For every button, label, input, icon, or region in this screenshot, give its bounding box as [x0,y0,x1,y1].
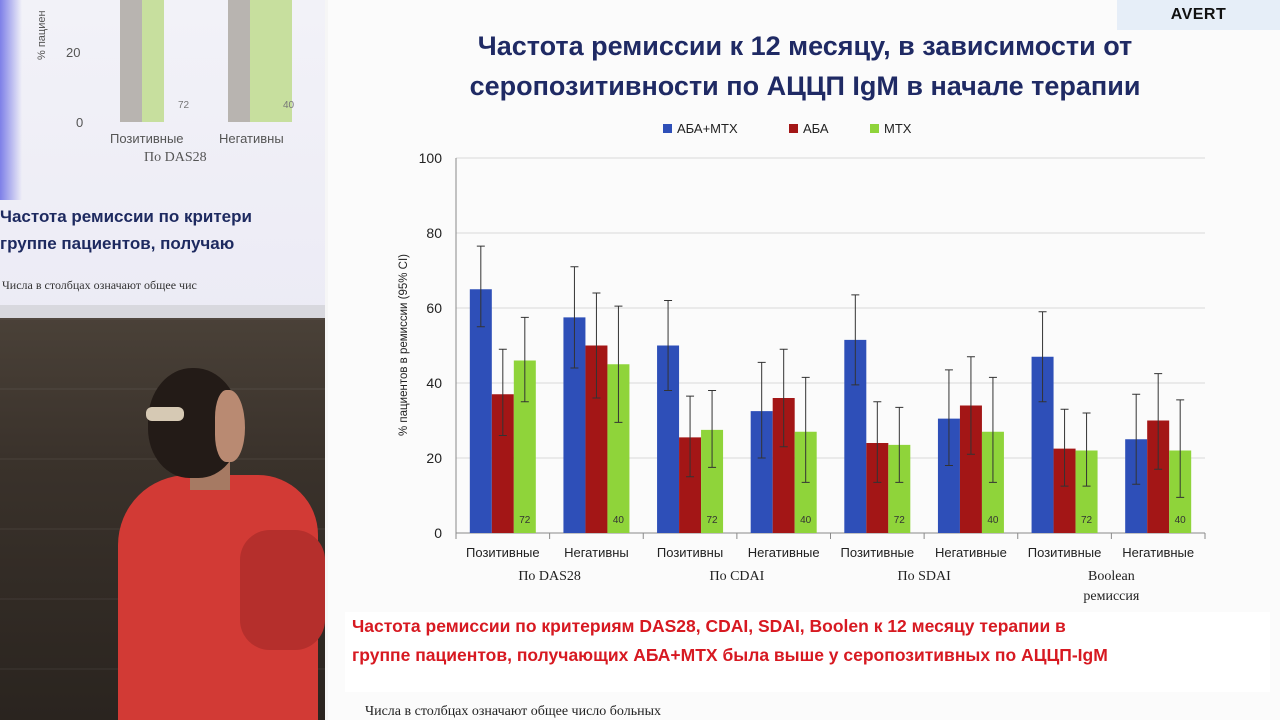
bar-count-label: 40 [987,515,999,526]
screen-bar [228,0,250,122]
group-label: Boolean [1088,569,1135,584]
slide-title-line: Частота ремиссии к 12 месяцу, в зависимо… [477,31,1133,61]
screen-tick: 0 [76,115,84,130]
presenter-arm [240,530,325,650]
y-tick-label: 80 [426,225,442,241]
bar [844,339,867,533]
group-label: По DAS28 [518,569,581,584]
bar [701,429,724,533]
bar [469,289,492,533]
screen-bar [250,0,292,122]
screen-category: Негативны [219,131,284,146]
bar [888,444,911,533]
presenter-hairclip [146,407,184,421]
remission-bar-chart: 0 20 40 60 80 100 % пациентов в ремиссии (95% … [398,121,1206,604]
screen-note: Числа в столбцах означают общее чис [2,278,197,292]
group-label: ремиссия [1083,589,1139,604]
y-tick-label: 0 [434,525,442,541]
bar [513,360,536,533]
bar [1147,420,1170,533]
screen-tick: 20 [66,45,81,60]
bar-count-label: 72 [894,515,906,526]
legend-swatch [663,124,672,133]
bar [750,411,773,533]
x-tick-label: Позитивные [1028,545,1102,560]
y-axis-label: % пациентов в ремиссии (95% CI) [398,254,410,436]
screen-blue-edge [0,0,22,200]
x-tick-label: Позитивные [841,545,915,560]
bar [1125,439,1148,533]
legend-label: МТХ [884,121,912,136]
x-tick-label: Негативные [935,545,1007,560]
bar [491,394,514,533]
study-label: AVERT [1117,0,1280,30]
bar [657,345,680,533]
bar [1031,356,1054,533]
bar-count-label: 40 [800,515,812,526]
conclusion-line: группе пациентов, получающих АБА+МТХ был… [352,645,1108,665]
y-tick-label: 60 [426,300,442,316]
screen-bar [120,0,142,122]
x-tick-label: Позитивны [657,545,723,560]
conclusion-line: Частота ремиссии по критериям DAS28, CDA… [352,616,1066,636]
screen-frame [0,305,325,318]
x-tick-label: Негативны [564,545,629,560]
y-tick-label: 40 [426,375,442,391]
y-tick-label: 20 [426,450,442,466]
screen-text: Частота ремиссии по критери [0,207,252,226]
bar-count-label: 72 [519,515,531,526]
projected-screen: 72 40 % пациен 20 0 Позитивные Негативны… [0,0,325,318]
x-tick-label: Негативные [1122,545,1194,560]
screen-category: Позитивные [110,131,184,146]
presenter-photo: 72 40 % пациен 20 0 Позитивные Негативны… [0,0,325,720]
screen-bar [142,0,164,122]
bar-count-label: 40 [613,515,625,526]
screen-text: группе пациентов, получаю [0,234,235,253]
presenter-face [215,390,245,462]
slide-title: Частота ремиссии к 12 месяцу, в зависимо… [330,26,1280,106]
screen-count: 40 [283,100,295,111]
legend-label: АБА+МТХ [677,121,738,136]
bar [959,405,982,533]
bar [1053,448,1076,533]
bar-count-label: 40 [1175,515,1187,526]
bar [866,443,889,533]
screen-axis-label: % пациен [36,10,48,60]
screen-count: 72 [178,100,190,111]
legend-label: АБА [803,121,829,136]
x-tick-label: Негативные [748,545,820,560]
legend-swatch [870,124,879,133]
bar [607,364,630,533]
group-label: По CDAI [709,569,764,584]
screen-group: По DAS28 [144,150,207,165]
bar-count-label: 72 [707,515,719,526]
bar [772,398,795,533]
group-label: По SDAI [897,569,951,584]
legend-swatch [789,124,798,133]
bar [1075,450,1098,533]
bar [937,418,960,533]
slide-title-line: серопозитивности по АЦЦП IgM в начале те… [469,71,1141,101]
footnote: Числа в столбцах означают общее число бо… [365,704,661,719]
conclusion-box: Частота ремиссии по критериям DAS28, CDA… [345,612,1270,692]
bar [679,437,702,533]
y-tick-label: 100 [419,150,443,166]
bar [585,345,608,533]
x-tick-label: Позитивные [466,545,540,560]
bar [563,317,586,533]
bar-count-label: 72 [1081,515,1093,526]
